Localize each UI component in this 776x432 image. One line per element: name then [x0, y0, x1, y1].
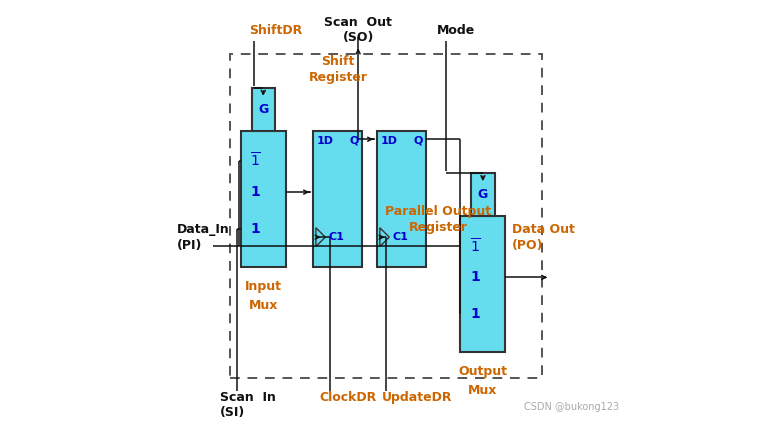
Text: 1D: 1D	[317, 136, 334, 146]
Text: CSDN @bukong123: CSDN @bukong123	[525, 402, 619, 412]
Text: Input: Input	[244, 280, 282, 293]
Text: Q: Q	[350, 136, 359, 146]
Text: Scan  Out
(SO): Scan Out (SO)	[324, 16, 392, 44]
Text: Mode: Mode	[437, 24, 475, 37]
Bar	[251, 88, 275, 131]
Text: G: G	[478, 188, 488, 201]
Text: Mux: Mux	[468, 384, 497, 397]
Text: 1: 1	[470, 307, 480, 321]
Text: UpdateDR: UpdateDR	[382, 391, 452, 404]
Text: $\overline{1}$: $\overline{1}$	[469, 237, 480, 255]
Text: C1: C1	[328, 232, 345, 242]
Text: C1: C1	[392, 232, 408, 242]
Text: G: G	[258, 103, 268, 116]
Text: 1D: 1D	[381, 136, 398, 146]
Text: ShiftDR: ShiftDR	[249, 24, 303, 37]
Bar	[241, 131, 286, 267]
Text: 1: 1	[251, 185, 261, 199]
Text: Parallel Output
Register: Parallel Output Register	[385, 205, 491, 234]
Text: Q: Q	[414, 136, 423, 146]
Bar	[230, 54, 542, 378]
Text: Output: Output	[459, 365, 508, 378]
Text: Mux: Mux	[248, 299, 278, 312]
Bar	[460, 216, 505, 353]
Text: Data_In
(PI): Data_In (PI)	[177, 223, 230, 252]
Bar	[471, 173, 494, 216]
Text: Scan  In
(SI): Scan In (SI)	[220, 391, 275, 419]
Text: 1: 1	[251, 222, 261, 236]
Bar	[314, 131, 362, 267]
Text: Shift
Register: Shift Register	[308, 55, 367, 84]
Text: ClockDR: ClockDR	[320, 391, 377, 404]
Bar	[377, 131, 426, 267]
Text: 1: 1	[470, 270, 480, 284]
Text: Data Out
(PO): Data Out (PO)	[511, 223, 574, 252]
Text: $\overline{1}$: $\overline{1}$	[250, 152, 261, 170]
